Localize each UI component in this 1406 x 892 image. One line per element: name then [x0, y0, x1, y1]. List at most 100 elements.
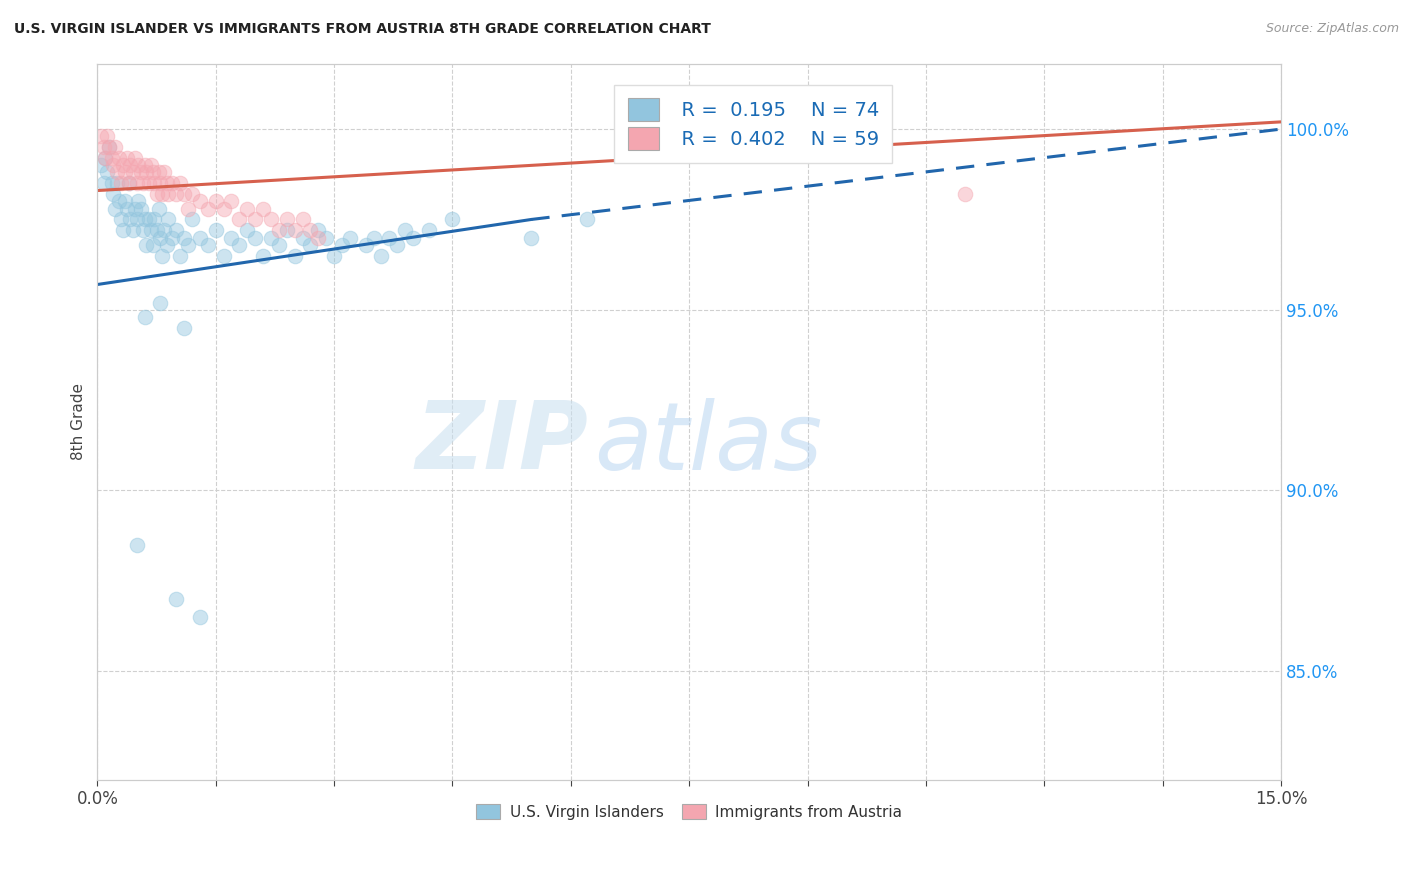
Point: [197, 237, 219, 252]
Point: [129, 202, 152, 216]
Point: [120, 212, 142, 227]
Point: [339, 230, 361, 244]
Point: [188, 230, 211, 244]
Point: [134, 310, 156, 324]
Point: [284, 249, 307, 263]
Point: [114, 165, 136, 179]
Y-axis label: 8th Grade: 8th Grade: [72, 384, 86, 460]
Point: [363, 230, 385, 244]
Point: [114, 194, 136, 209]
Point: [177, 237, 200, 252]
Point: [173, 321, 195, 335]
Point: [212, 202, 235, 216]
Point: [520, 230, 543, 244]
Point: [354, 237, 377, 252]
Point: [204, 223, 226, 237]
Point: [142, 237, 165, 252]
Point: [243, 212, 266, 227]
Point: [110, 177, 132, 191]
Point: [148, 165, 170, 179]
Point: [370, 249, 392, 263]
Point: [124, 151, 146, 165]
Point: [575, 212, 598, 227]
Point: [134, 158, 156, 172]
Point: [96, 129, 118, 144]
Point: [299, 237, 322, 252]
Text: ZIP: ZIP: [416, 397, 589, 490]
Point: [260, 230, 283, 244]
Point: [117, 202, 139, 216]
Text: atlas: atlas: [595, 398, 823, 489]
Point: [118, 177, 141, 191]
Point: [156, 237, 179, 252]
Point: [243, 230, 266, 244]
Point: [124, 202, 146, 216]
Point: [138, 212, 160, 227]
Point: [139, 158, 162, 172]
Point: [101, 187, 124, 202]
Point: [188, 194, 211, 209]
Point: [236, 202, 259, 216]
Point: [276, 223, 298, 237]
Point: [98, 140, 121, 154]
Point: [93, 177, 115, 191]
Point: [149, 295, 172, 310]
Point: [100, 177, 122, 191]
Point: [252, 202, 274, 216]
Point: [330, 237, 353, 252]
Point: [132, 223, 155, 237]
Point: [149, 230, 172, 244]
Point: [173, 187, 195, 202]
Point: [955, 187, 977, 202]
Point: [121, 165, 143, 179]
Point: [267, 237, 290, 252]
Point: [153, 165, 176, 179]
Point: [94, 151, 117, 165]
Point: [387, 237, 409, 252]
Point: [418, 223, 440, 237]
Point: [307, 223, 329, 237]
Point: [111, 158, 134, 172]
Point: [105, 177, 128, 191]
Point: [132, 177, 155, 191]
Point: [94, 151, 117, 165]
Point: [110, 212, 132, 227]
Point: [221, 194, 243, 209]
Point: [228, 212, 250, 227]
Point: [165, 591, 187, 606]
Point: [120, 158, 142, 172]
Point: [291, 212, 314, 227]
Point: [188, 610, 211, 624]
Point: [143, 177, 166, 191]
Point: [157, 212, 180, 227]
Point: [125, 212, 148, 227]
Point: [121, 223, 143, 237]
Point: [276, 212, 298, 227]
Point: [162, 177, 184, 191]
Point: [104, 202, 127, 216]
Point: [127, 158, 149, 172]
Point: [267, 223, 290, 237]
Point: [143, 212, 166, 227]
Point: [173, 230, 195, 244]
Point: [93, 140, 115, 154]
Point: [145, 223, 167, 237]
Point: [118, 177, 141, 191]
Point: [96, 165, 118, 179]
Point: [177, 202, 200, 216]
Point: [111, 223, 134, 237]
Point: [204, 194, 226, 209]
Point: [148, 202, 170, 216]
Point: [153, 223, 176, 237]
Point: [117, 151, 139, 165]
Point: [162, 230, 184, 244]
Point: [221, 230, 243, 244]
Point: [105, 165, 128, 179]
Point: [197, 202, 219, 216]
Point: [307, 230, 329, 244]
Point: [101, 158, 124, 172]
Point: [142, 165, 165, 179]
Point: [104, 140, 127, 154]
Text: U.S. VIRGIN ISLANDER VS IMMIGRANTS FROM AUSTRIA 8TH GRADE CORRELATION CHART: U.S. VIRGIN ISLANDER VS IMMIGRANTS FROM …: [14, 22, 711, 37]
Point: [108, 151, 131, 165]
